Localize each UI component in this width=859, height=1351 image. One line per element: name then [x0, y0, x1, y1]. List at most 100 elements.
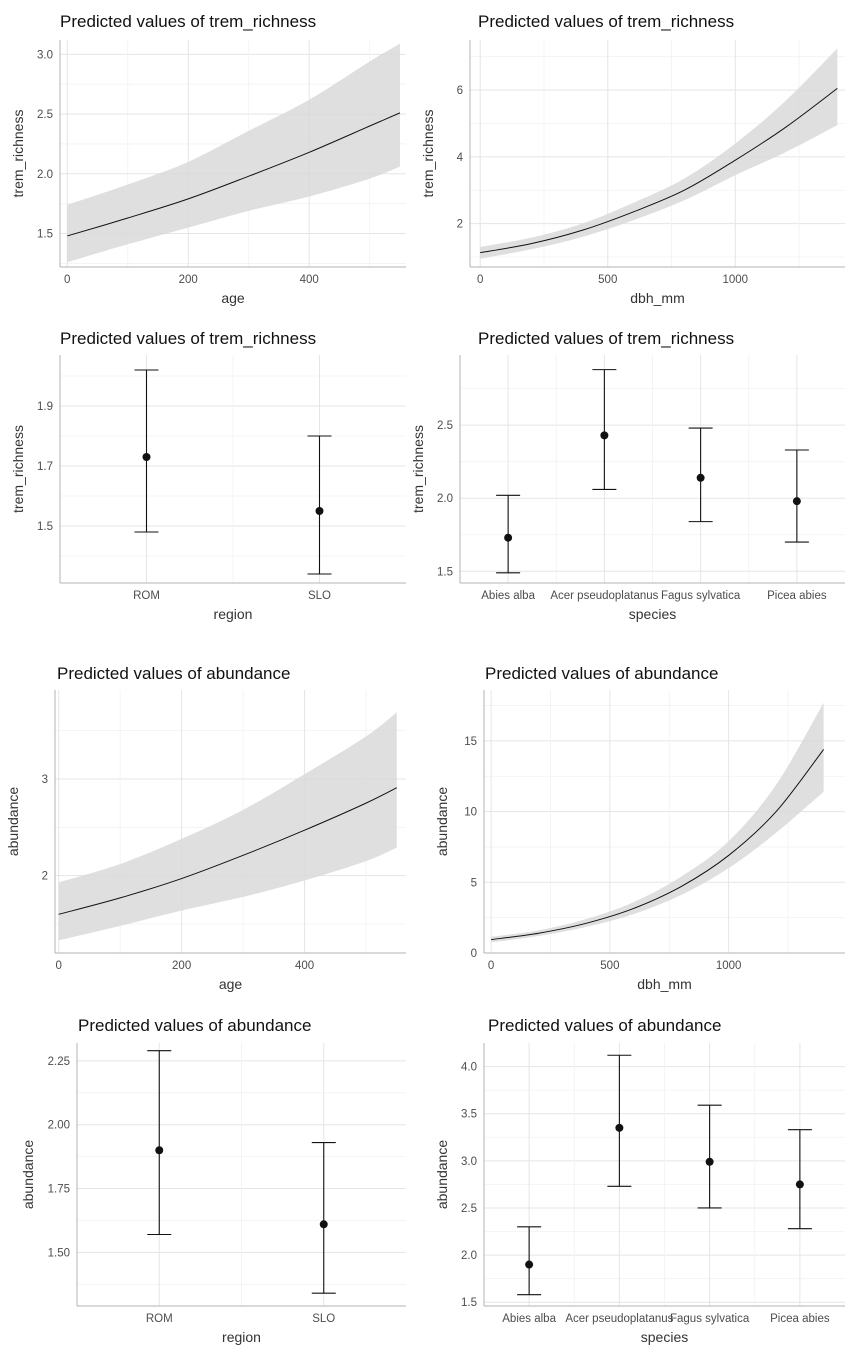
y-tick-label: 1.9	[37, 401, 53, 413]
y-tick-label: 0	[471, 948, 477, 960]
chart-panel-1: 1.5 2.0 2.5 3.0 0 200 400 age trem_richness Predi…	[10, 12, 406, 306]
data-point	[142, 453, 151, 461]
chart-title: Predicted values of trem_richness	[478, 329, 734, 348]
chart-panel-8: 1.5 2.0 2.5 3.0 3.5 4.0 Abies alba Acer pseudop…	[434, 1016, 845, 1345]
y-tick-label: 10	[464, 807, 477, 819]
y-tick-label: 2.5	[461, 1203, 477, 1215]
x-tick-label: 400	[295, 960, 314, 972]
x-axis-title: age	[221, 290, 245, 306]
x-tick-label: ROM	[146, 1313, 173, 1325]
chart-panel-3: 1.5 1.7 1.9 ROM SLO region trem_richness Predic…	[10, 329, 406, 622]
y-tick-label: 3	[42, 774, 48, 786]
x-axis-title: age	[219, 976, 243, 992]
y-tick-label: 1.50	[48, 1247, 70, 1259]
grid	[77, 1043, 406, 1306]
error-bar	[787, 1129, 812, 1230]
data-point	[155, 1146, 164, 1155]
x-tick-label: Acer pseudoplatanus	[565, 1313, 673, 1325]
y-tick-label: 3.5	[461, 1109, 477, 1121]
error-bar	[607, 1054, 632, 1187]
chart-panel-6: 0 5 10 15 0 500 1000 dbh_mm abundance Predicted v…	[434, 664, 845, 992]
y-tick-label: 3.0	[37, 49, 53, 61]
y-tick-label: 2.0	[461, 1250, 477, 1262]
x-tick-label: Picea abies	[770, 1313, 830, 1325]
x-tick-label: 200	[172, 960, 191, 972]
x-tick-label: Fagus sylvatica	[670, 1313, 750, 1325]
x-tick-label: 1000	[716, 960, 742, 972]
x-axis-title: species	[641, 1329, 688, 1345]
chart-title: Predicted values of abundance	[57, 664, 290, 683]
x-tick-label: Abies alba	[481, 590, 535, 602]
grid	[484, 690, 845, 954]
x-tick-label: 200	[179, 274, 198, 286]
y-axis-title: abundance	[434, 787, 450, 857]
error-bar	[592, 369, 617, 491]
y-axis-title: abundance	[5, 787, 21, 857]
x-axis-title: region	[222, 1329, 261, 1345]
y-tick-label: 15	[464, 736, 477, 748]
x-tick-label: 0	[55, 960, 61, 972]
data-point	[600, 431, 609, 440]
y-tick-label: 4	[457, 152, 464, 164]
chart-title: Predicted values of trem_richness	[60, 12, 316, 31]
grid	[484, 1043, 845, 1306]
x-tick-label: 500	[600, 960, 619, 972]
y-tick-label: 4.0	[461, 1062, 477, 1074]
x-tick-label: Picea abies	[767, 590, 827, 602]
data-point	[525, 1260, 534, 1269]
y-axis-title: abundance	[20, 1140, 36, 1210]
y-tick-label: 2.0	[437, 493, 453, 505]
data-point	[319, 1220, 328, 1229]
x-tick-label: Acer pseudoplatanus	[550, 590, 658, 602]
error-bar	[147, 1050, 172, 1236]
x-axis-title: region	[214, 606, 253, 622]
y-tick-label: 1.75	[48, 1184, 70, 1196]
y-tick-label: 1.5	[461, 1297, 477, 1309]
confidence-ribbon	[491, 702, 824, 943]
data-point	[795, 1180, 804, 1189]
y-axis-title: trem_richness	[10, 110, 26, 198]
grid	[60, 355, 406, 583]
x-tick-label: SLO	[308, 590, 331, 602]
x-tick-label: SLO	[312, 1313, 335, 1325]
chart-panel-5: 2 3 0 200 400 age abundance Predicted values of…	[5, 664, 406, 992]
chart-title: Predicted values of abundance	[488, 1016, 721, 1035]
confidence-ribbon	[67, 43, 400, 263]
x-tick-label: 1000	[723, 274, 749, 286]
chart-title: Predicted values of abundance	[78, 1016, 311, 1035]
y-tick-label: 2.00	[48, 1120, 70, 1132]
confidence-ribbon	[480, 48, 838, 259]
y-tick-label: 3.0	[461, 1156, 477, 1168]
confidence-ribbon	[58, 712, 397, 941]
y-tick-label: 2.5	[37, 109, 53, 121]
y-tick-label: 2	[42, 871, 48, 883]
y-tick-label: 1.5	[437, 566, 453, 578]
x-tick-label: ROM	[133, 590, 160, 602]
y-axis-title: trem_richness	[10, 425, 26, 513]
error-bar	[784, 449, 809, 543]
chart-panel-4: 1.5 2.0 2.5 Abies alba Acer pseudoplatanus Fa…	[410, 329, 845, 622]
error-bar	[697, 1104, 722, 1209]
x-axis-title: dbh_mm	[637, 976, 691, 992]
x-tick-label: 400	[300, 274, 319, 286]
y-tick-label: 1.5	[37, 229, 53, 241]
data-point	[696, 473, 705, 482]
error-bar	[311, 1142, 336, 1294]
data-point	[504, 533, 513, 542]
chart-title: Predicted values of trem_richness	[478, 12, 734, 31]
chart-panel-2: 2 4 6 0 500 1000 dbh_mm trem_richness Predicted …	[420, 12, 845, 306]
error-bar	[307, 435, 332, 575]
y-tick-label: 1.7	[37, 461, 53, 473]
data-point	[615, 1123, 624, 1132]
y-axis-title: trem_richness	[410, 425, 426, 513]
data-point	[792, 497, 801, 506]
x-tick-label: 0	[64, 274, 70, 286]
chart-title: Predicted values of trem_richness	[60, 329, 316, 348]
error-bar	[134, 369, 159, 533]
prediction-line	[491, 749, 825, 941]
x-axis-title: species	[629, 606, 676, 622]
x-tick-label: Abies alba	[502, 1313, 556, 1325]
data-point	[705, 1157, 714, 1166]
y-tick-label: 6	[457, 85, 463, 97]
